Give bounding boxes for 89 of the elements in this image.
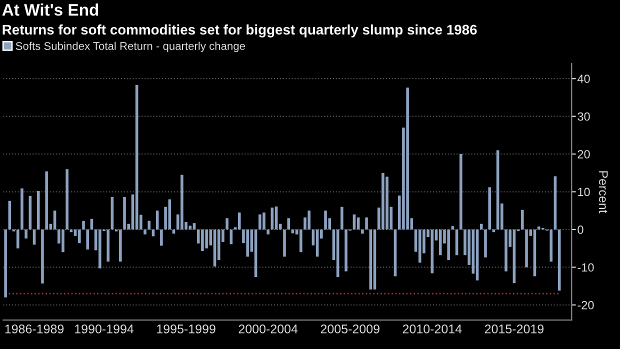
bar [266,230,270,234]
bar [324,210,327,230]
bar [504,230,508,272]
bar [533,230,536,276]
bar [192,223,196,230]
bar [336,230,340,278]
bar [373,230,376,290]
bar [287,218,290,230]
bar [213,230,216,266]
bar [238,212,241,230]
bar [53,210,56,230]
bar [438,230,442,256]
bar [135,85,138,230]
bar [484,230,487,258]
bar [476,230,479,280]
bar [418,230,422,263]
bar [41,230,44,284]
bar [521,210,524,230]
bar [226,218,228,230]
bar [106,230,110,262]
bar [201,230,204,251]
legend-label: Softs Subindex Total Return - quarterly change [16,42,246,52]
y-tick-label: 30 [578,112,590,121]
bar [365,217,368,230]
bar [16,230,20,248]
chart-subtitle: Returns for soft commodities set for biggest quarterly slump since 1986 [2,24,477,38]
bar [382,172,384,230]
bar [168,199,172,230]
bar [430,230,434,274]
bar [20,188,24,230]
bar [258,214,262,230]
bar [246,230,249,257]
bar [488,187,491,230]
bar [361,230,364,234]
bar [152,230,155,236]
bar [480,224,483,230]
bar [156,210,159,230]
bar [78,230,81,244]
bar [188,226,192,230]
bar [459,154,462,230]
bar [291,230,294,234]
x-tick-label: 1990-1994 [75,324,134,334]
bar [254,230,258,278]
bar [262,212,266,230]
bar [86,230,89,250]
y-tick-label: 40 [577,74,590,83]
bar [550,230,553,262]
x-tick-label: 2010-2014 [402,324,462,334]
bar [447,230,450,260]
y-tick-label: 0 [578,226,584,234]
x-tick-label: 1986-1989 [5,324,64,334]
x-tick-label: 1995-1999 [157,324,216,334]
bar [36,191,40,230]
bar [66,169,68,230]
bar [144,230,146,234]
y-axis-title: Percent [598,171,608,214]
y-tick-label: 10 [578,188,590,196]
bar [45,171,48,230]
y-tick-label: -20 [578,300,594,310]
bar [340,206,344,230]
x-tick-label: 2005-2009 [320,324,380,334]
bar [62,230,64,252]
x-tick-label: 2015-2019 [484,324,544,334]
bar [308,210,311,230]
bar [110,197,114,230]
y-tick-label: -10 [578,263,594,272]
bar [160,230,163,246]
chart-title: At Wit's End [2,3,98,16]
y-tick-label: 20 [578,150,590,158]
bar [300,230,302,252]
bar [119,230,122,262]
x-tick-label: 2000-2004 [238,324,298,334]
bar [4,230,7,298]
bar [386,176,388,230]
bar [525,230,528,268]
bar [98,230,102,268]
bar [369,230,372,290]
bar [270,208,274,230]
bar [123,197,126,230]
bar [205,230,208,248]
bar [344,230,348,272]
bar [283,230,286,257]
bar [406,88,409,230]
bar [394,230,397,276]
bar [180,174,184,230]
bar [24,230,28,239]
bar [82,220,85,230]
bar [148,220,151,230]
bar [451,226,454,230]
